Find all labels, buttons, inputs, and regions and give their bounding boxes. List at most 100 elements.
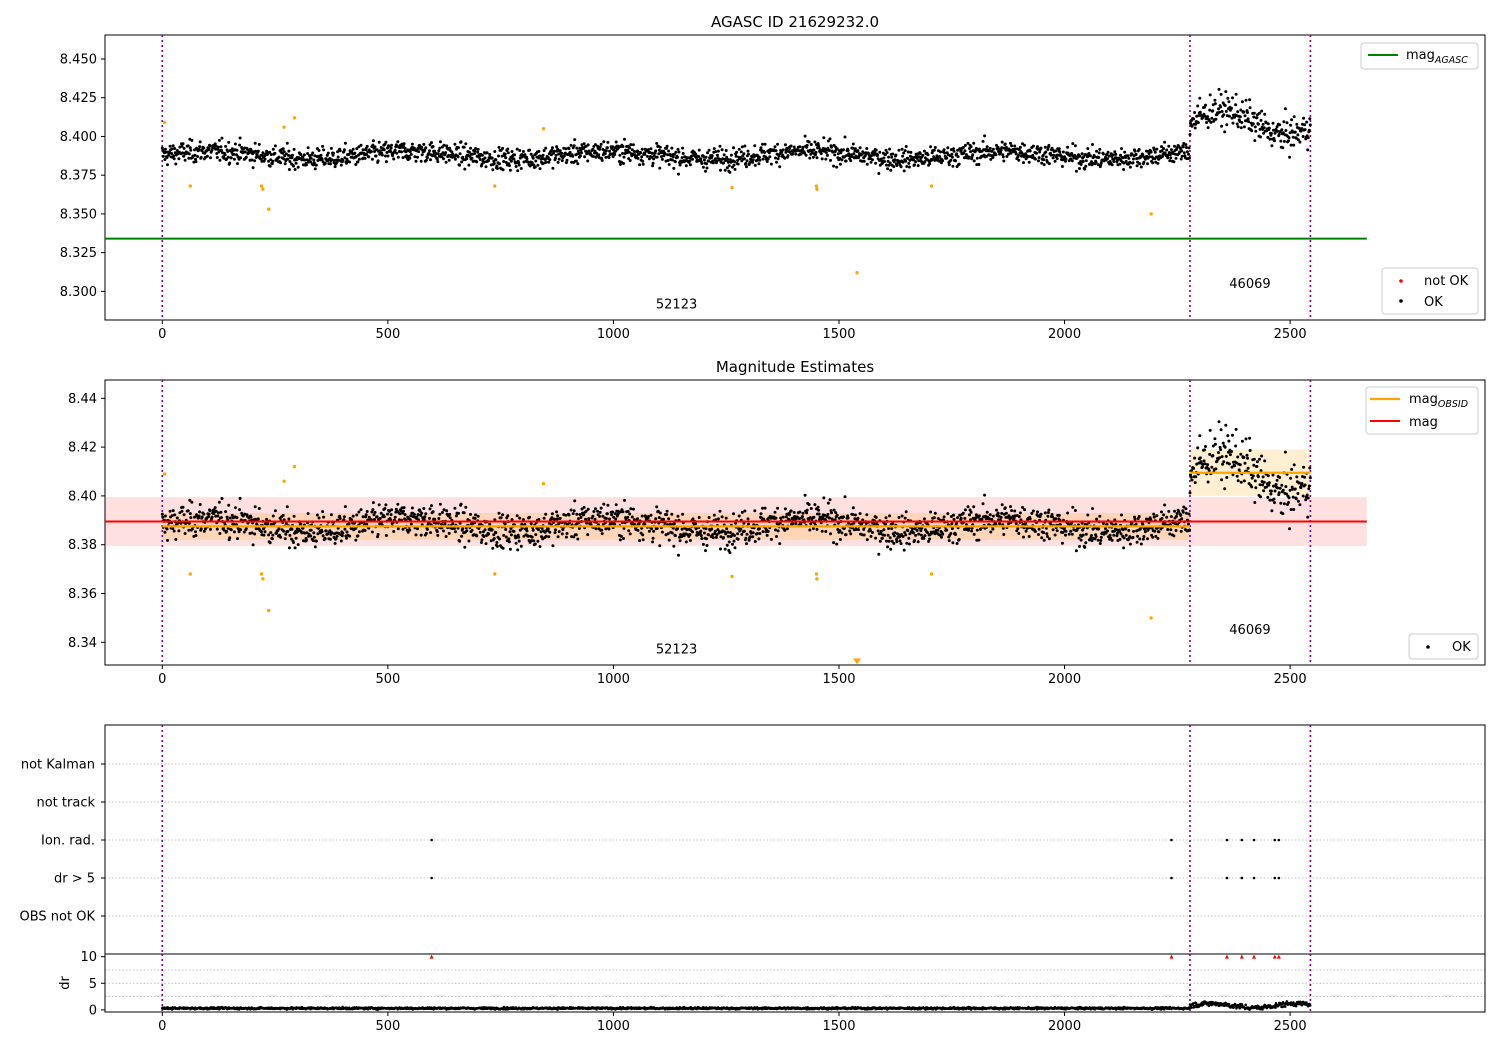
ok-point bbox=[365, 153, 369, 156]
ok-point bbox=[226, 155, 230, 159]
ok-point bbox=[1184, 511, 1188, 515]
ok-point bbox=[736, 537, 740, 541]
ok-point bbox=[507, 540, 511, 544]
ok-point bbox=[330, 158, 334, 162]
ok-point bbox=[571, 154, 575, 158]
ok-point bbox=[1067, 532, 1071, 536]
ok-point bbox=[523, 522, 527, 526]
ok-point bbox=[529, 152, 533, 156]
ok-point bbox=[286, 530, 290, 533]
ok-point bbox=[902, 151, 906, 155]
ok-point bbox=[751, 158, 755, 162]
ok-point bbox=[792, 145, 796, 149]
ok-point bbox=[733, 160, 736, 164]
ok-point bbox=[753, 144, 757, 148]
ok-point bbox=[226, 526, 230, 530]
ok-point bbox=[1122, 161, 1126, 165]
ok-point bbox=[180, 144, 184, 148]
x-tick-label: 1500 bbox=[822, 327, 855, 342]
ok-point bbox=[194, 157, 197, 161]
ok-point bbox=[1167, 509, 1171, 513]
ok-point bbox=[921, 153, 925, 157]
outlier-point bbox=[814, 184, 819, 188]
ok-point bbox=[557, 157, 561, 161]
ok-point bbox=[751, 160, 755, 164]
y-tick-label: 8.38 bbox=[68, 538, 97, 553]
ok-point bbox=[761, 506, 764, 510]
ok-point bbox=[1044, 155, 1048, 159]
ok-point bbox=[949, 532, 953, 535]
ok-point bbox=[408, 528, 412, 532]
ok-point bbox=[769, 537, 773, 541]
ok-point bbox=[951, 541, 955, 545]
ok-point bbox=[893, 531, 897, 535]
ok-point bbox=[190, 138, 194, 142]
flag-point bbox=[1277, 876, 1281, 880]
ok-point bbox=[1152, 512, 1156, 516]
ok-point bbox=[283, 162, 287, 166]
ok-point bbox=[885, 539, 888, 543]
flag-label-ion-rad: Ion. rad. bbox=[41, 834, 95, 849]
ok-point bbox=[606, 503, 610, 507]
ok-point bbox=[681, 146, 685, 150]
ok-point bbox=[663, 152, 667, 156]
ok-point bbox=[757, 527, 761, 531]
ok-point bbox=[1281, 512, 1285, 516]
ok-point bbox=[501, 513, 505, 517]
ok-point bbox=[236, 537, 239, 541]
ok-point bbox=[1098, 542, 1102, 545]
ok-point bbox=[917, 532, 921, 536]
ok-point bbox=[917, 159, 921, 163]
ok-point bbox=[963, 143, 967, 147]
ok-point bbox=[732, 539, 736, 543]
ok-point bbox=[732, 512, 735, 516]
ok-point bbox=[726, 530, 730, 534]
ok-point bbox=[213, 142, 217, 146]
ok-point bbox=[1287, 501, 1290, 504]
ok-point bbox=[849, 532, 853, 536]
ok-point bbox=[783, 507, 787, 511]
ok-point bbox=[312, 158, 316, 162]
ok-point bbox=[952, 517, 956, 521]
ok-point bbox=[343, 156, 347, 160]
ok-point bbox=[1262, 126, 1266, 130]
ok-point bbox=[560, 532, 564, 536]
ok-point bbox=[1047, 537, 1051, 541]
ok-point bbox=[631, 143, 635, 147]
ok-point bbox=[1303, 128, 1307, 132]
ok-point bbox=[574, 533, 578, 537]
ok-point bbox=[1160, 510, 1163, 514]
ok-point bbox=[1277, 132, 1281, 136]
ok-point bbox=[1205, 121, 1209, 124]
ok-point bbox=[306, 152, 310, 155]
outlier-point bbox=[267, 608, 271, 613]
ok-point bbox=[341, 158, 345, 162]
ok-point bbox=[294, 161, 298, 165]
ok-point bbox=[470, 528, 474, 532]
ok-point bbox=[422, 507, 426, 510]
outlier-point bbox=[282, 479, 286, 483]
ok-point bbox=[556, 535, 560, 539]
ok-point bbox=[1203, 448, 1206, 452]
ok-point bbox=[506, 514, 510, 518]
ok-point bbox=[603, 152, 607, 156]
ok-point bbox=[194, 530, 197, 534]
ok-point bbox=[228, 536, 232, 540]
ok-point bbox=[374, 154, 378, 158]
ok-point bbox=[269, 522, 273, 526]
ok-point bbox=[232, 157, 236, 161]
ok-point bbox=[1305, 493, 1309, 497]
ok-point bbox=[1282, 120, 1286, 124]
ok-point bbox=[338, 149, 342, 153]
ok-point bbox=[751, 531, 755, 535]
ok-point bbox=[436, 160, 440, 164]
ok-point bbox=[480, 162, 484, 166]
ok-point bbox=[1227, 114, 1231, 118]
ok-point bbox=[1291, 495, 1295, 499]
outlier-point bbox=[730, 574, 734, 579]
ok-point bbox=[336, 150, 340, 154]
ok-point bbox=[1281, 131, 1285, 135]
ok-point bbox=[959, 516, 963, 520]
ok-point bbox=[777, 154, 781, 158]
